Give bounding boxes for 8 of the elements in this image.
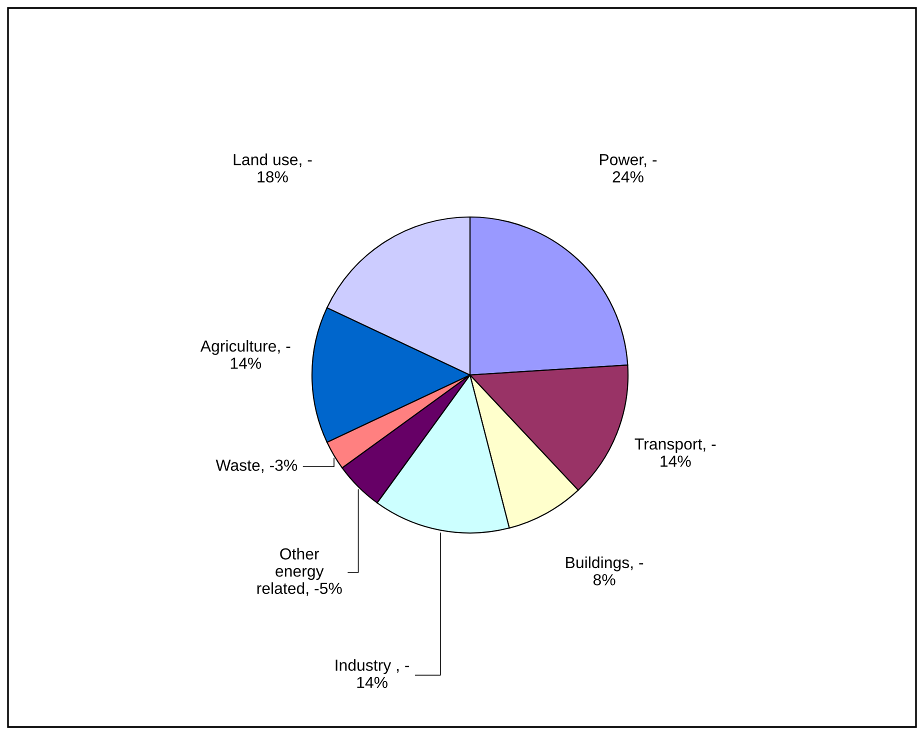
slice-label: Waste, -3% bbox=[216, 460, 298, 473]
slice-label: Power, - 24% bbox=[600, 154, 657, 182]
slice-label: Land use, - 18% bbox=[234, 154, 312, 182]
slice-label: Other energy related, -5% bbox=[257, 548, 342, 596]
slice-label: Buildings, - 8% bbox=[566, 556, 644, 586]
slice-label: Transport, - 14% bbox=[634, 438, 716, 467]
slice-label: Industry , - 14% bbox=[336, 659, 410, 688]
slice-label: Agriculture, - 14% bbox=[200, 340, 290, 369]
